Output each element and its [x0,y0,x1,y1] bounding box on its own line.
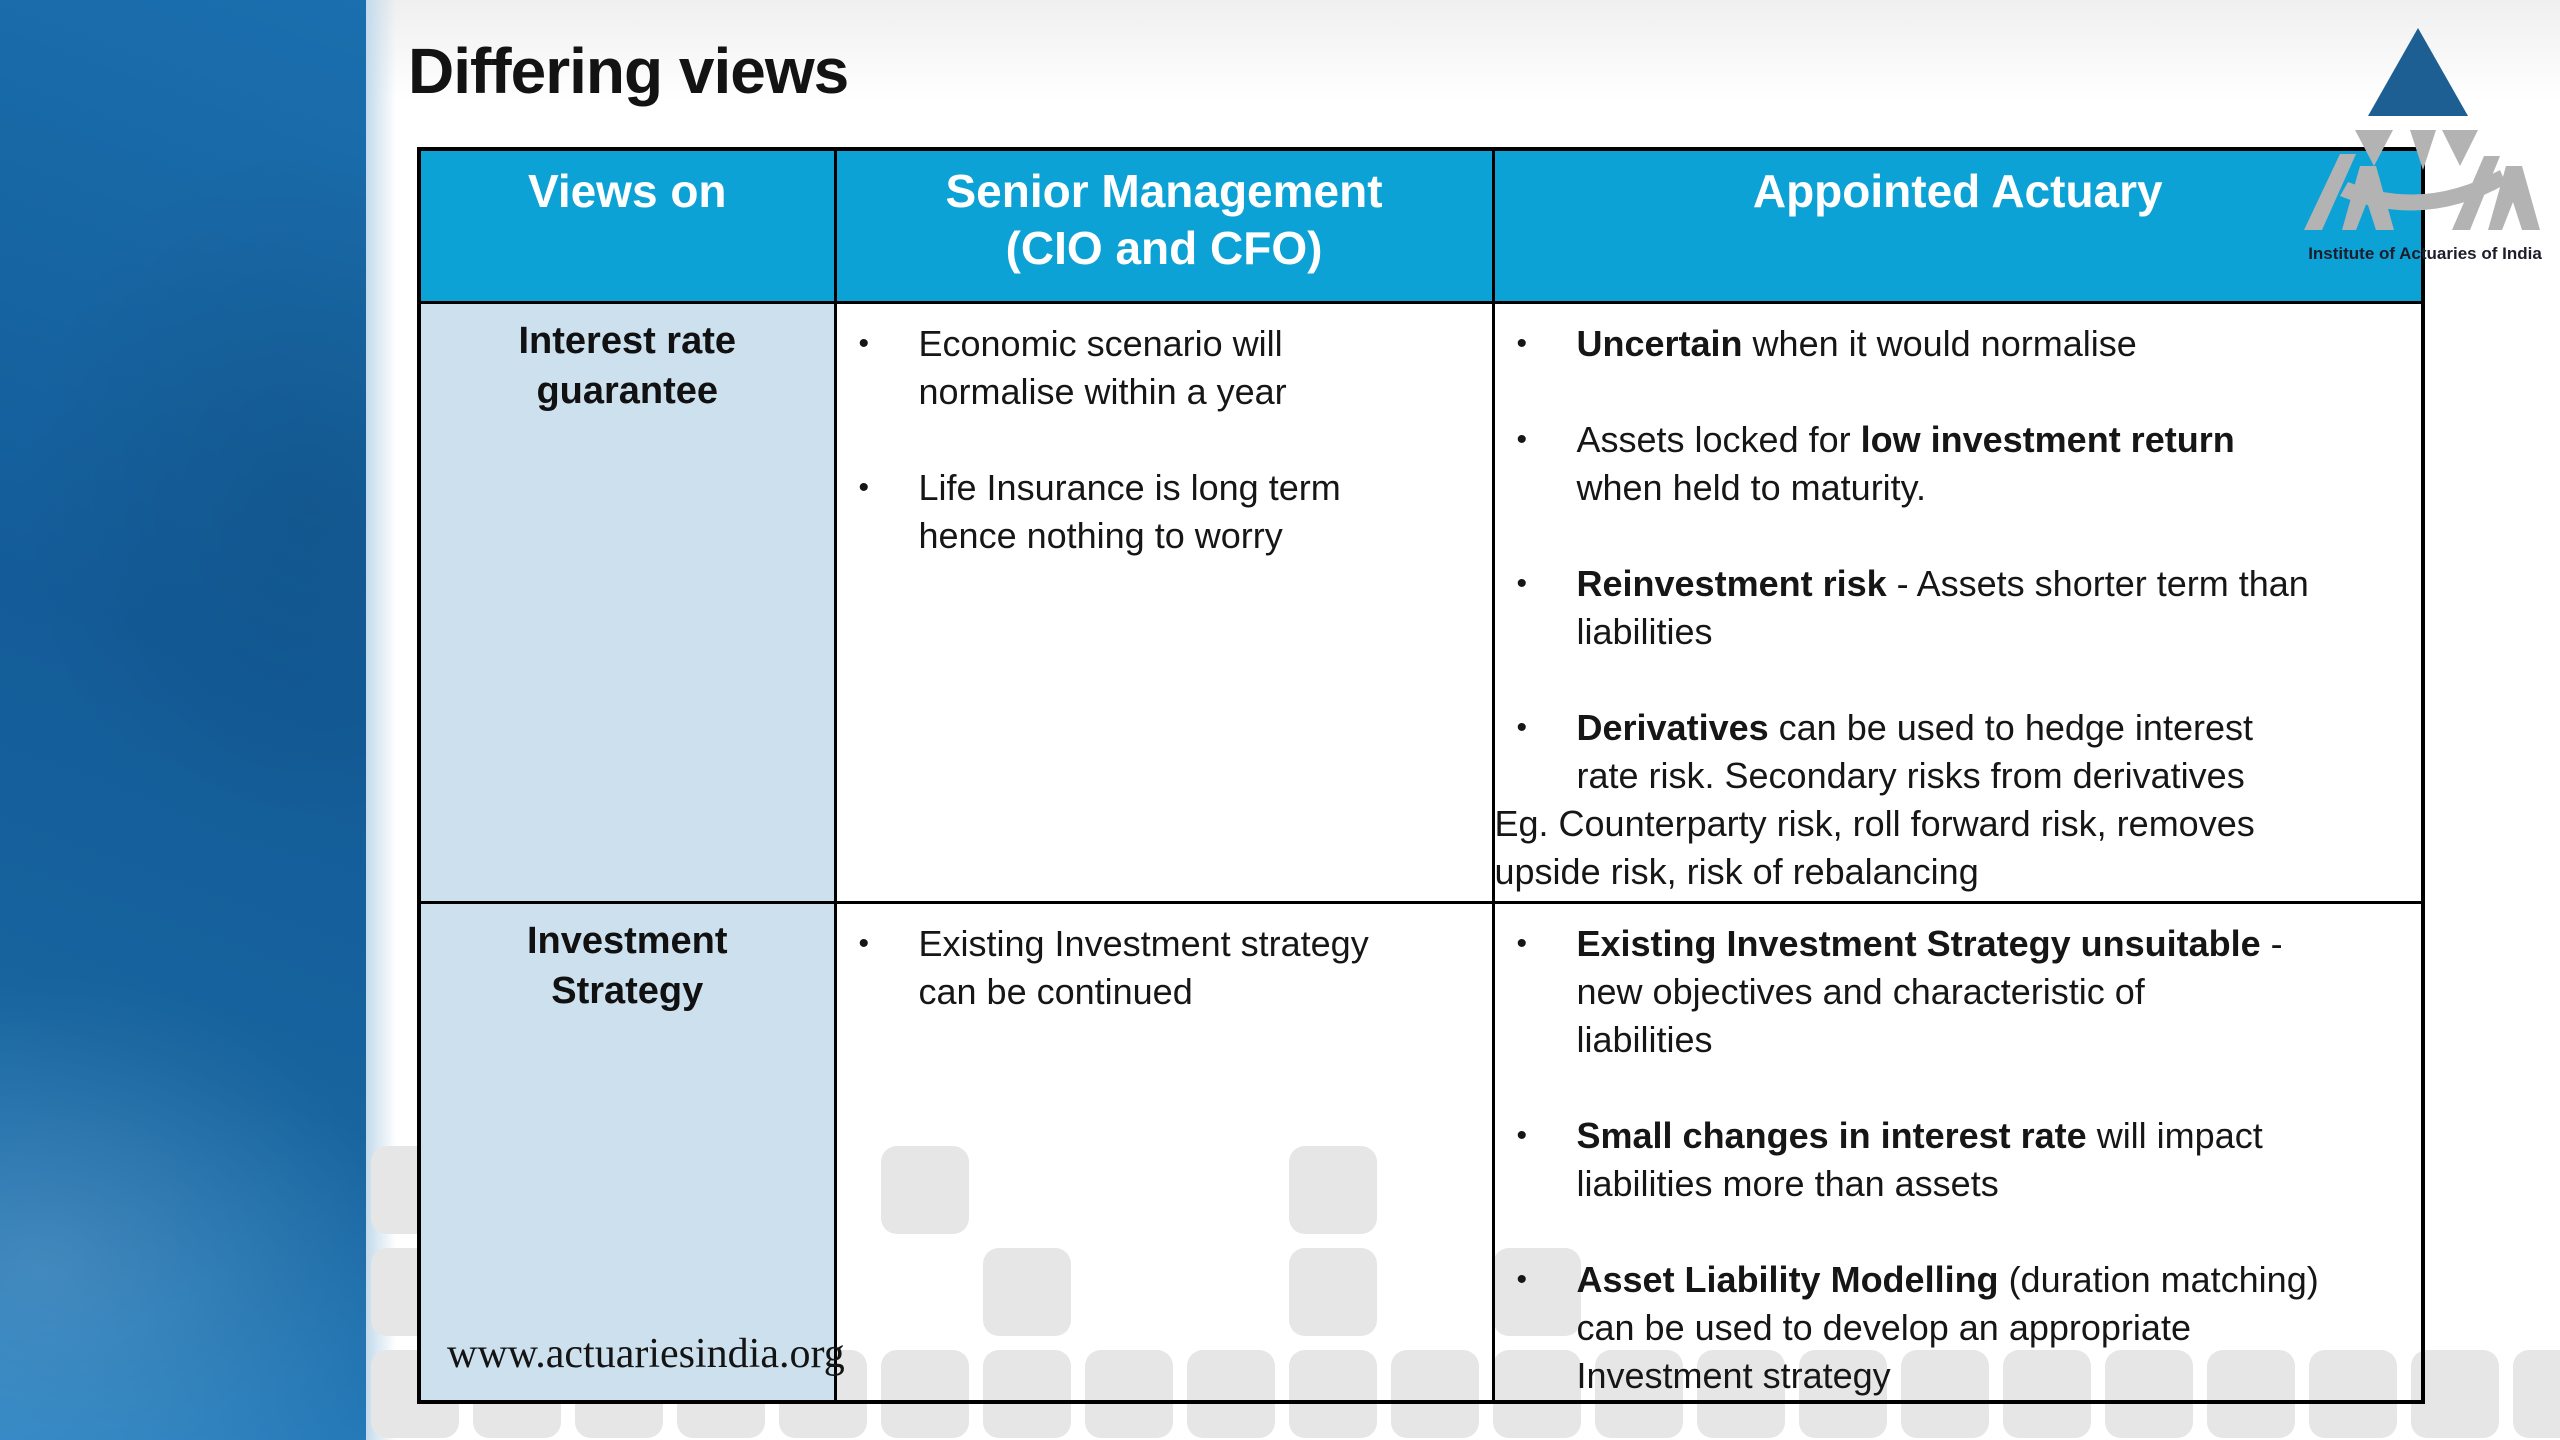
institute-logo-icon [2304,28,2540,230]
note-text: Eg. Counterparty risk, roll forward risk… [1494,802,2255,892]
bullet-text: Assets locked for low investment return … [1576,418,2235,508]
bullet-icon: • [1516,926,1528,960]
senior-management-cell: • Existing Investment strategy can be con… [833,900,1495,1403]
sidebar-decoration [0,0,366,1440]
pattern-square [2411,1350,2499,1438]
cell-body: • Existing Investment Strategy unsuitable… [1495,904,2422,1400]
bullet-icon: • [1516,566,1528,600]
bullet-item: • Reinvestment risk - Assets shorter term… [1509,560,2404,656]
bullet-text: Life Insurance is long term hence nothin… [918,466,1341,556]
bullet-text: Asset Liability Modelling (duration matc… [1576,1258,2319,1396]
bullet-text: Economic scenario will normalise within … [918,322,1287,412]
bullet-text: Existing Investment Strategy unsuitable … [1576,922,2283,1060]
bullet-item: • Life Insurance is long term hence nothi… [851,464,1474,560]
senior-management-cell: • Economic scenario will normalise within… [833,300,1495,904]
header-views-on: Views on [417,147,837,304]
bullet-icon: • [1516,1118,1528,1152]
institute-logo: Institute of Actuaries of India [2290,14,2560,276]
appointed-actuary-cell: • Uncertain when it would normalise • Asset… [1491,300,2425,904]
bullet-text: Uncertain when it would normalise [1576,322,2137,364]
row-label-cell: Interest rate guarantee [417,300,837,904]
bullet-item: • Small changes in interest rate will imp… [1509,1112,2404,1208]
bullet-text: Small changes in interest rate will impa… [1576,1114,2263,1204]
bullet-item: • Economic scenario will normalise within… [851,320,1474,416]
cell-body: • Existing Investment strategy can be con… [837,904,1492,1016]
bullet-icon: • [858,926,870,960]
website-url: www.actuariesindia.org [447,1331,845,1377]
bullet-item: • Assets locked for low investment return… [1509,416,2404,512]
cell-body: • Economic scenario will normalise within… [837,304,1492,560]
views-table: Views on Senior Management (CIO and CFO) A… [417,147,2425,1404]
row-label-cell: Investment Strategy [417,900,837,1403]
bullet-icon: • [1516,1262,1528,1296]
bullet-icon: • [1516,710,1528,744]
bullet-item: • Existing Investment strategy can be con… [851,920,1474,1016]
bullet-icon: • [1516,422,1528,456]
logo-caption: Institute of Actuaries of India [2308,244,2542,263]
bullet-text: Existing Investment strategy can be cont… [918,922,1369,1012]
bullet-text: Reinvestment risk - Assets shorter term … [1576,562,2309,652]
table-body: Interest rate guarantee • Economic scenari… [417,300,2425,1403]
bullet-icon: • [1516,326,1528,360]
table-row: Investment Strategy • Existing Investment … [417,900,2425,1403]
table-header-row: Views on Senior Management (CIO and CFO) A… [417,147,2425,304]
slide-title: Differing views [408,35,849,107]
bullet-icon: • [858,326,870,360]
header-appointed-actuary: Appointed Actuary [1491,147,2425,304]
cell-body: • Uncertain when it would normalise • Asset… [1495,304,2422,800]
bullet-item: • Uncertain when it would normalise [1509,320,2404,368]
appointed-actuary-cell: • Existing Investment Strategy unsuitable… [1491,900,2425,1403]
bullet-item: • Existing Investment Strategy unsuitable… [1509,920,2404,1064]
logo-blue-triangle-icon [2368,28,2468,116]
bullet-text: Derivatives can be used to hedge interes… [1576,706,2254,796]
bullet-icon: • [858,470,870,504]
table-row: Interest rate guarantee • Economic scenari… [417,300,2425,904]
pattern-square [2513,1350,2560,1438]
logo-gray-shapes-icon [2304,130,2540,230]
header-senior-management: Senior Management (CIO and CFO) [833,147,1495,304]
bullet-item: • Asset Liability Modelling (duration mat… [1509,1256,2404,1400]
bullet-item: • Derivatives can be used to hedge intere… [1509,704,2404,800]
